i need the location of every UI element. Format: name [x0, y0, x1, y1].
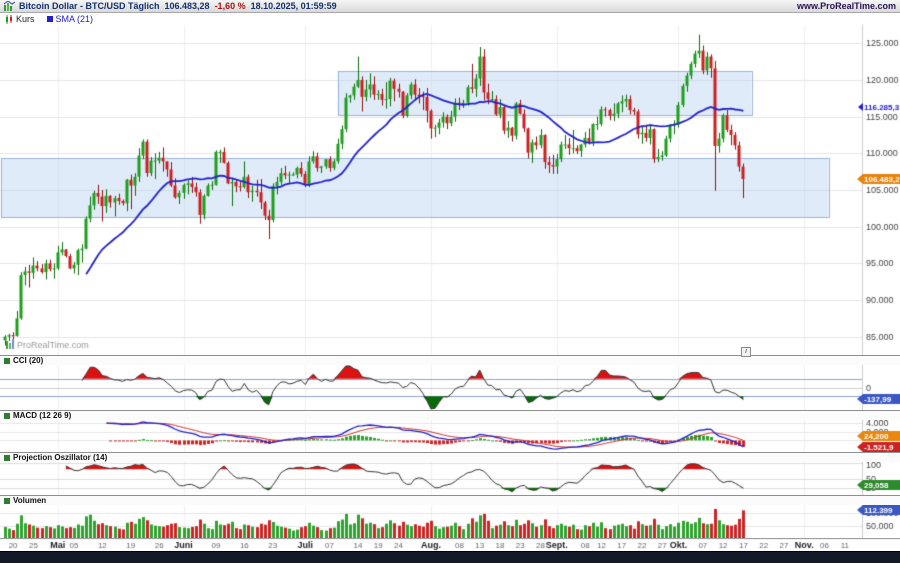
time-axis[interactable] — [0, 538, 900, 551]
status-bar — [0, 551, 900, 563]
legend-price-series[interactable]: Kurs — [5, 14, 35, 24]
projection-chart-canvas[interactable] — [0, 462, 900, 495]
legend-sma-series[interactable]: SMA (21) — [46, 14, 94, 24]
macd-chart-canvas[interactable] — [0, 420, 900, 452]
projection-panel-header[interactable]: Projection Oszillator (14) — [0, 452, 900, 462]
volume-panel-title: Volumen — [13, 496, 47, 505]
macd-panel-title: MACD (12 26 9) — [13, 411, 72, 420]
info-button[interactable]: i — [741, 347, 751, 357]
macd-panel-header[interactable]: MACD (12 26 9) — [0, 410, 900, 420]
cci-panel-header[interactable]: CCI (20) — [0, 355, 900, 365]
legend-price-label: Kurs — [16, 14, 35, 24]
quote-timestamp: 18.10.2025, 01:59:59 — [250, 1, 337, 11]
cci-chart-canvas[interactable] — [0, 365, 900, 410]
cci-panel-title: CCI (20) — [13, 356, 44, 365]
sma-color-swatch-icon — [46, 16, 53, 22]
chart-title-bar: Bitcoin Dollar - BTC/USD Täglich 106.483… — [0, 0, 900, 13]
price-chart-canvas[interactable] — [0, 25, 900, 355]
instrument-chart-icon — [4, 1, 15, 11]
prorealtime-link[interactable]: www.ProRealTime.com — [796, 1, 896, 11]
indicator-icon — [4, 412, 10, 419]
chart-legend: Kurs SMA (21) — [0, 13, 900, 25]
projection-panel-title: Projection Oszillator (14) — [13, 453, 108, 462]
legend-sma-label: SMA (21) — [55, 14, 94, 24]
last-price: 106.483,28 — [164, 1, 210, 11]
volume-panel-header[interactable]: Volumen — [0, 495, 900, 505]
indicator-icon — [4, 357, 10, 364]
indicator-icon — [4, 454, 10, 461]
instrument-title: Bitcoin Dollar - BTC/USD Täglich — [19, 1, 160, 11]
indicator-icon — [4, 497, 10, 504]
candlestick-icon — [6, 14, 12, 24]
price-change: -1,60 % — [214, 1, 246, 11]
volume-chart-canvas[interactable] — [0, 505, 900, 538]
